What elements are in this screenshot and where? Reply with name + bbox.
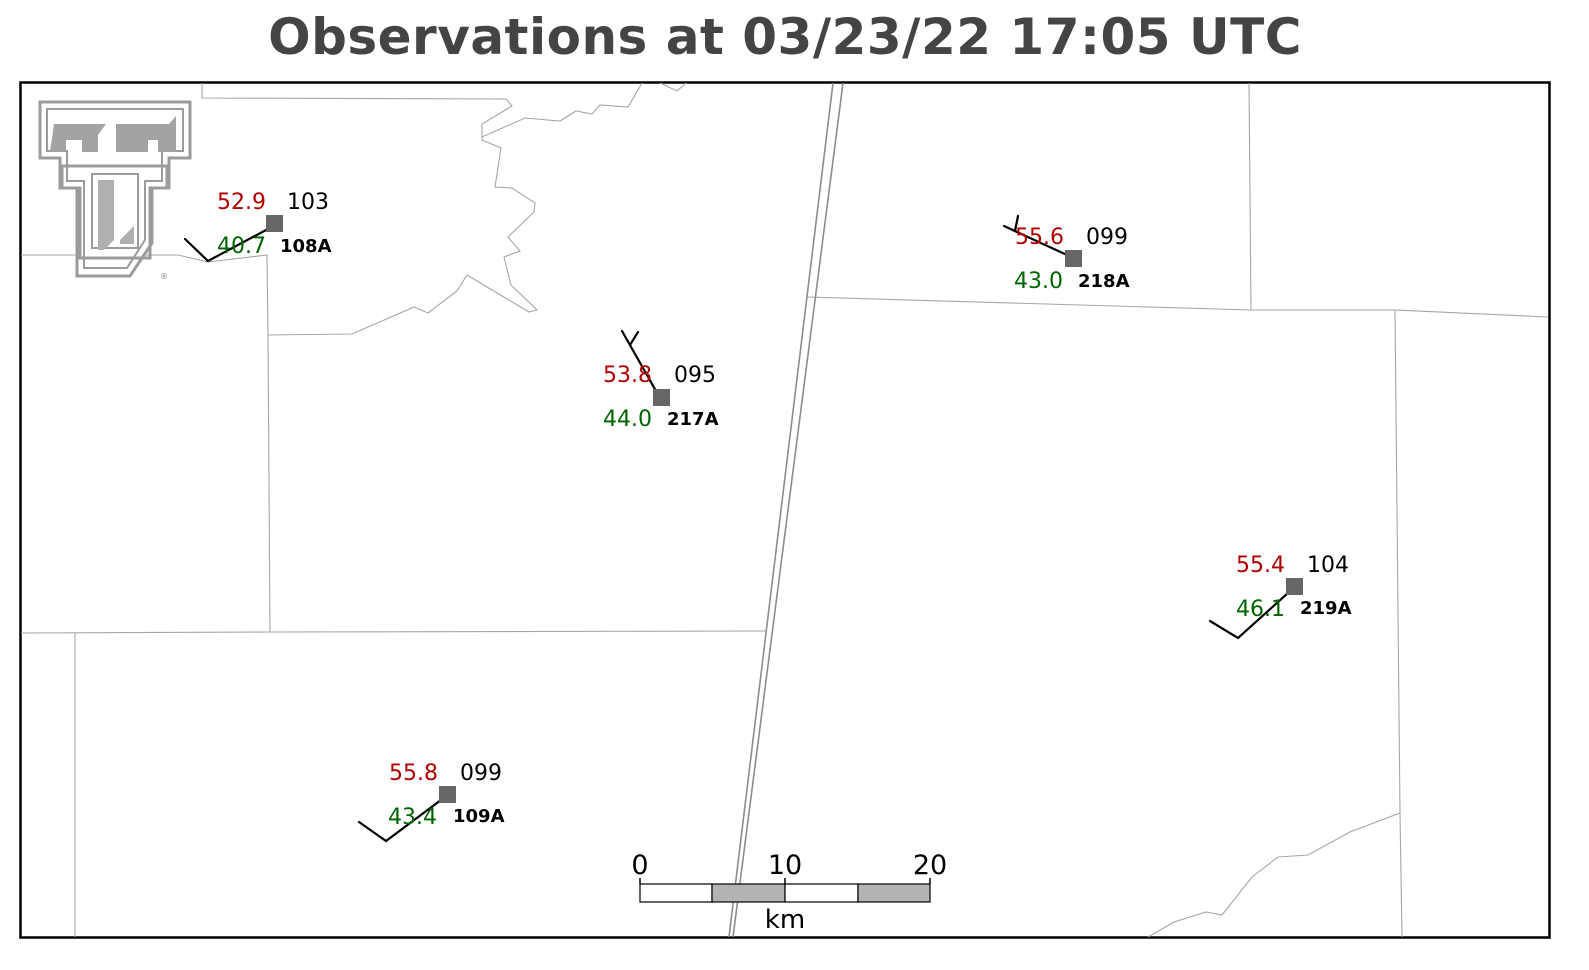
- scale-tick-label: 20: [913, 850, 947, 881]
- pressure-label: 099: [460, 761, 502, 786]
- map-title: Observations at 03/23/22 17:05 UTC: [268, 8, 1302, 66]
- wind-barb: [357, 798, 443, 843]
- dewpoint-label: 46.1: [1236, 597, 1285, 622]
- station-id-label: 108A: [280, 236, 332, 257]
- registered-mark: ®: [160, 272, 168, 281]
- station-id-label: 218A: [1078, 271, 1130, 292]
- wind-barb: [1208, 591, 1290, 640]
- scale-bar: 0 10 20 km: [631, 850, 947, 935]
- temperature-label: 55.6: [1015, 225, 1064, 250]
- scale-tick-label: 0: [631, 850, 648, 881]
- scale-tick-label: 10: [768, 850, 802, 881]
- station-219A: 55.4 104 46.1 219A: [1208, 553, 1352, 640]
- station-id-label: 109A: [453, 806, 505, 827]
- station-marker: [1286, 578, 1303, 595]
- pressure-label: 095: [674, 363, 716, 388]
- station-marker: [439, 786, 456, 803]
- scale-segment: [857, 883, 931, 903]
- dewpoint-label: 40.7: [217, 234, 266, 259]
- station-marker: [266, 215, 283, 232]
- pressure-label: 103: [287, 190, 329, 215]
- temperature-label: 52.9: [217, 190, 266, 215]
- county-boundaries: [20, 82, 1549, 938]
- wind-barb: [620, 329, 658, 393]
- pressure-label: 099: [1086, 225, 1128, 250]
- wind-barb-flag: [628, 330, 640, 347]
- texas-tech-logo: ®: [38, 100, 192, 281]
- scale-segment: [639, 883, 713, 903]
- dewpoint-label: 44.0: [603, 407, 652, 432]
- station-109A: 55.8 099 43.4 109A: [357, 761, 505, 843]
- temperature-label: 55.8: [389, 761, 438, 786]
- scale-segment: [784, 883, 859, 903]
- wind-barb: [183, 227, 270, 263]
- station-217A: 53.8 095 44.0 217A: [603, 329, 719, 432]
- station-id-label: 219A: [1300, 598, 1352, 619]
- scale-segment: [711, 883, 786, 903]
- dewpoint-label: 43.4: [388, 805, 437, 830]
- wind-barb-flag: [1013, 214, 1020, 233]
- scale-unit-label: km: [765, 905, 805, 935]
- pressure-label: 104: [1307, 553, 1349, 578]
- station-marker: [1065, 250, 1082, 267]
- station-218A: 55.6 099 43.0 218A: [1002, 214, 1130, 294]
- dewpoint-label: 43.0: [1014, 269, 1063, 294]
- station-id-label: 217A: [667, 409, 719, 430]
- station-marker: [653, 389, 670, 406]
- temperature-label: 53.8: [603, 363, 652, 388]
- station-108A: 52.9 103 40.7 108A: [183, 190, 332, 263]
- temperature-label: 55.4: [1236, 553, 1285, 578]
